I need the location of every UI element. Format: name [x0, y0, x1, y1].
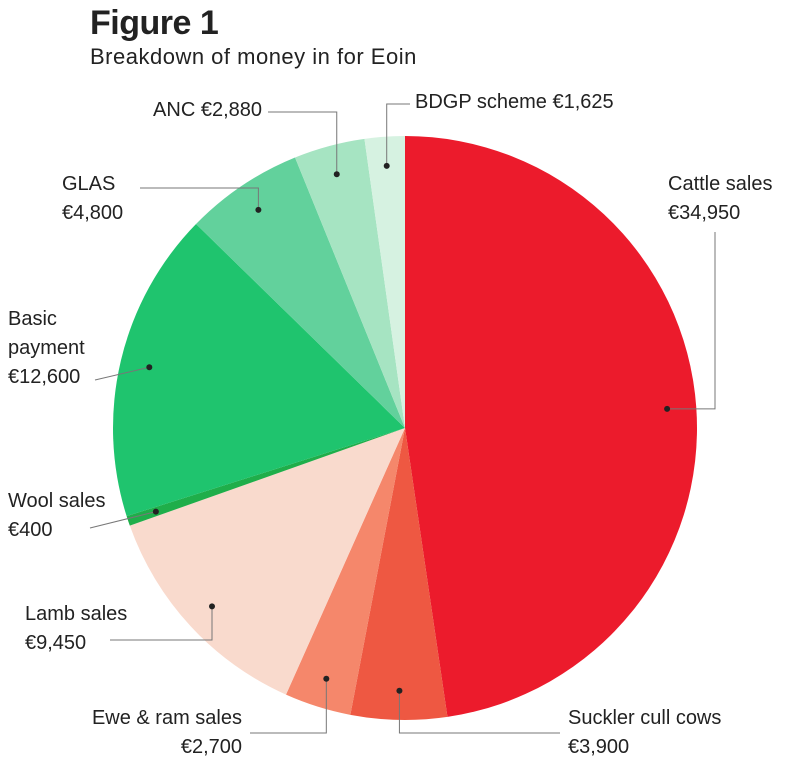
chart-title: Figure 1 [90, 4, 219, 42]
pie-slice [285, 428, 405, 715]
leader-dot [255, 206, 262, 213]
category-label: GLAS [62, 173, 116, 195]
leader-dot [209, 603, 216, 610]
value-label: €9,450 [25, 632, 87, 654]
category-label: ANC [153, 99, 196, 121]
category-label: Wool sales [8, 490, 106, 512]
category-label: BDGP scheme [415, 91, 547, 113]
leader-line [94, 366, 150, 381]
leader-line [250, 678, 327, 734]
slice-label: Cattle sales €34,950 [668, 170, 773, 228]
category-label: Lamb sales [25, 603, 128, 625]
pie-slice [364, 136, 405, 428]
slice-label: Basic payment €12,600 [8, 305, 108, 392]
pie-slice [295, 138, 405, 428]
leader-dot [333, 171, 340, 178]
leader-dot [396, 687, 403, 694]
value-label: €2,700 [180, 736, 242, 758]
leader-line [386, 103, 410, 166]
value-label: €3,900 [568, 736, 630, 758]
leader-dot [323, 675, 330, 682]
category-label: Basic payment [8, 308, 85, 359]
slice-label: Wool sales €400 [8, 487, 105, 545]
pie-slice [350, 428, 448, 720]
leader-line [667, 232, 716, 410]
pie-slice [126, 428, 406, 526]
leader-dot [383, 162, 390, 169]
slice-label: GLAS €4,800 [62, 170, 123, 228]
pie-slice [196, 157, 405, 428]
chart-subtitle: Breakdown of money in for Eoin [90, 44, 417, 69]
leader-dot [146, 364, 153, 371]
value-label: €400 [8, 519, 53, 541]
slice-label: Suckler cull cows €3,900 [568, 704, 721, 762]
slice-label: ANC €2,880 [153, 96, 262, 125]
value-label: €1,625 [552, 91, 614, 113]
value-label: €4,800 [62, 202, 124, 224]
pie-slice [112, 224, 406, 517]
leader-line [89, 511, 156, 529]
value-label: €2,880 [200, 99, 262, 121]
value-label: €34,950 [668, 202, 741, 224]
leader-dot [152, 508, 159, 515]
leader-line [110, 606, 213, 641]
category-label: Ewe & ram sales [91, 707, 242, 729]
value-label: €12,600 [8, 366, 81, 388]
pie-slice [129, 428, 406, 695]
slice-label: Lamb sales €9,450 [25, 600, 127, 658]
slice-label: Ewe & ram sales €2,700 [92, 704, 242, 762]
category-label: Cattle sales [668, 173, 773, 195]
pie-slice [405, 136, 697, 717]
category-label: Suckler cull cows [568, 707, 722, 729]
leader-line [268, 111, 338, 175]
leader-line [140, 187, 259, 210]
leader-line [398, 690, 560, 734]
leader-dot [664, 405, 671, 412]
slice-label: BDGP scheme €1,625 [415, 88, 614, 117]
